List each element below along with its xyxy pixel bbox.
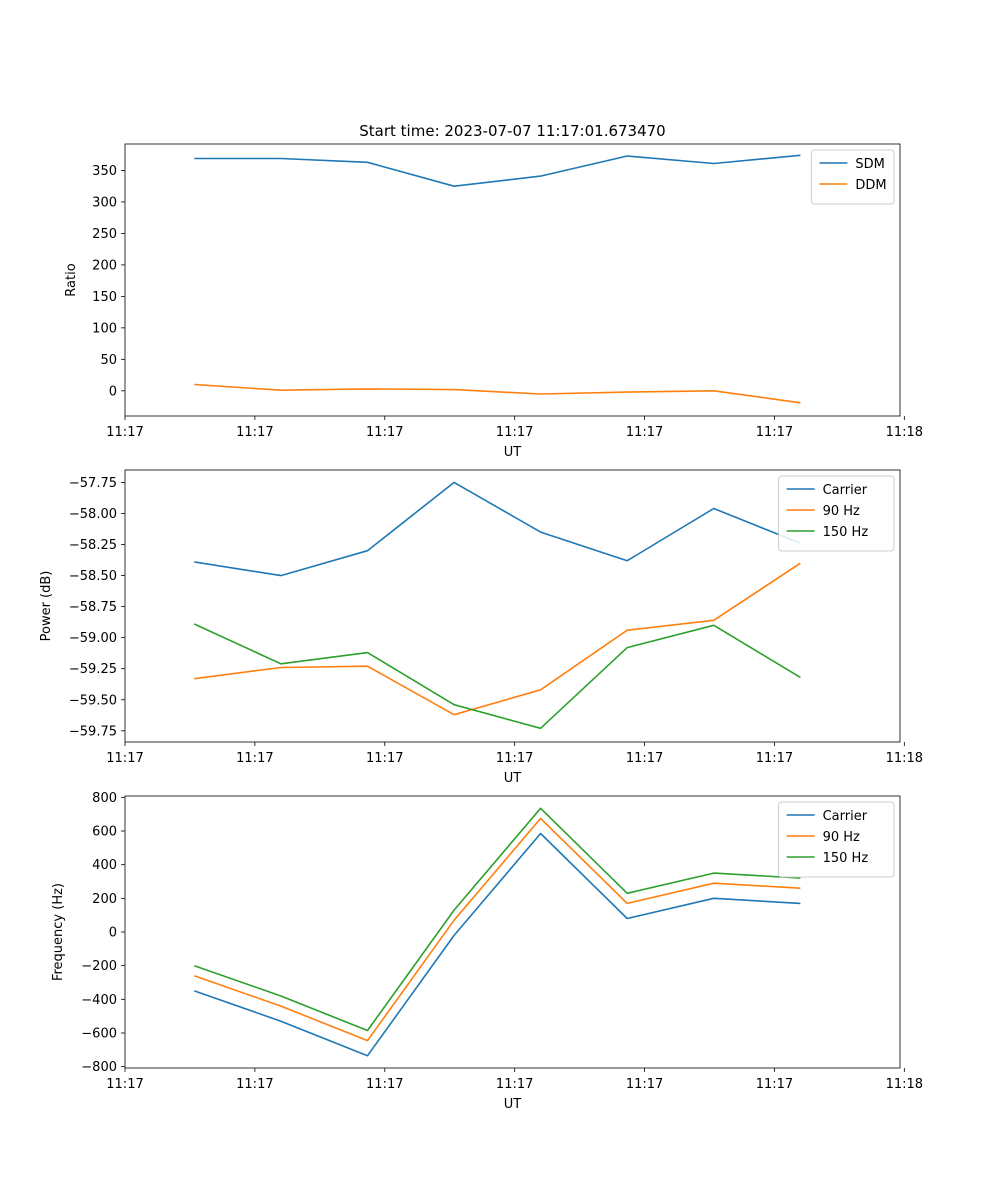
series-line-90-hz [194,562,801,716]
y-tick-label: −400 [81,993,117,1008]
y-tick-label: 800 [92,791,117,806]
y-tick-label: 250 [92,227,117,242]
y-tick-label: 300 [92,195,117,210]
x-tick-label: 11:17 [496,425,533,440]
x-tick-label: 11:17 [366,425,403,440]
y-tick-label: −800 [81,1060,117,1075]
y-tick-label: −59.00 [69,631,117,646]
y-tick-label: −59.25 [69,662,117,677]
x-tick-label: 11:18 [886,425,923,440]
y-axis-label: Power (dB) [39,571,54,642]
y-tick-label: −58.00 [69,507,117,522]
legend-label: 90 Hz [823,504,860,519]
x-axis-label: UT [504,1097,522,1112]
x-tick-label: 11:17 [106,425,143,440]
y-tick-label: −200 [81,959,117,974]
y-tick-label: 200 [92,258,117,273]
y-tick-label: −58.50 [69,569,117,584]
series-line-carrier [194,481,801,577]
x-tick-label: 11:17 [106,751,143,766]
y-tick-label: 100 [92,321,117,336]
y-tick-label: 0 [109,926,117,941]
subplot-2: 11:17 11:17 11:17 11:17 11:17 11:17 11:18 UT −59… [39,469,923,786]
legend: SDM DDM [810,149,895,205]
y-tick-label: −59.50 [69,693,117,708]
legend-label: 150 Hz [823,851,869,866]
legend: Carrier 90 Hz 150 Hz [778,801,895,878]
series-line-ddm [194,383,801,404]
axes-frame [124,143,901,417]
x-tick-label: 11:17 [496,1077,533,1092]
chart-title: Start time: 2023-07-07 11:17:01.673470 [359,122,665,140]
series-line-sdm [194,154,801,187]
y-tick-label: 200 [92,892,117,907]
x-tick-label: 11:17 [366,751,403,766]
y-tick-label: −58.25 [69,538,117,553]
legend-box [778,801,895,878]
y-tick-label: 400 [92,858,117,873]
y-axis-label: Ratio [64,263,79,296]
legend-label: DDM [855,178,886,193]
x-tick-label: 11:17 [236,1077,273,1092]
legend-label: 90 Hz [823,830,860,845]
subplot-3: 11:17 11:17 11:17 11:17 11:17 11:17 11:18 UT −80… [51,791,923,1112]
axes-frame [124,469,901,743]
x-tick-label: 11:17 [626,425,663,440]
y-tick-label: 50 [100,353,117,368]
series-line-150-hz [193,623,801,730]
series-line-carrier [194,832,801,1057]
x-axis-label: UT [504,771,522,786]
subplot-1: Start time: 2023-07-07 11:17:01.673470 11… [64,122,923,460]
x-tick-label: 11:17 [236,751,273,766]
x-tick-label: 11:17 [496,751,533,766]
x-tick-label: 11:18 [886,1077,923,1092]
y-tick-label: −57.75 [69,476,117,491]
y-tick-label: 350 [92,164,117,179]
legend-label: SDM [855,157,884,172]
x-tick-label: 11:17 [106,1077,143,1092]
series-line-90-hz [194,817,801,1042]
y-tick-label: −59.75 [69,724,117,739]
x-tick-label: 11:17 [366,1077,403,1092]
y-tick-label: 600 [92,825,117,840]
legend-label: 150 Hz [823,525,869,540]
y-tick-label: −58.75 [69,600,117,615]
legend: Carrier 90 Hz 150 Hz [778,475,895,552]
y-tick-label: −600 [81,1026,117,1041]
x-tick-label: 11:18 [886,751,923,766]
x-tick-label: 11:17 [626,1077,663,1092]
x-tick-label: 11:17 [756,425,793,440]
y-tick-label: 150 [92,290,117,305]
y-axis-label: Frequency (Hz) [51,883,66,981]
x-tick-label: 11:17 [236,425,273,440]
x-tick-label: 11:17 [626,751,663,766]
x-axis-label: UT [504,445,522,460]
series-line-150-hz [194,807,801,1032]
legend-label: Carrier [823,483,868,498]
y-tick-label: 0 [109,384,117,399]
x-tick-label: 11:17 [756,751,793,766]
legend-box [778,475,895,552]
x-tick-label: 11:17 [756,1077,793,1092]
legend-label: Carrier [823,809,868,824]
